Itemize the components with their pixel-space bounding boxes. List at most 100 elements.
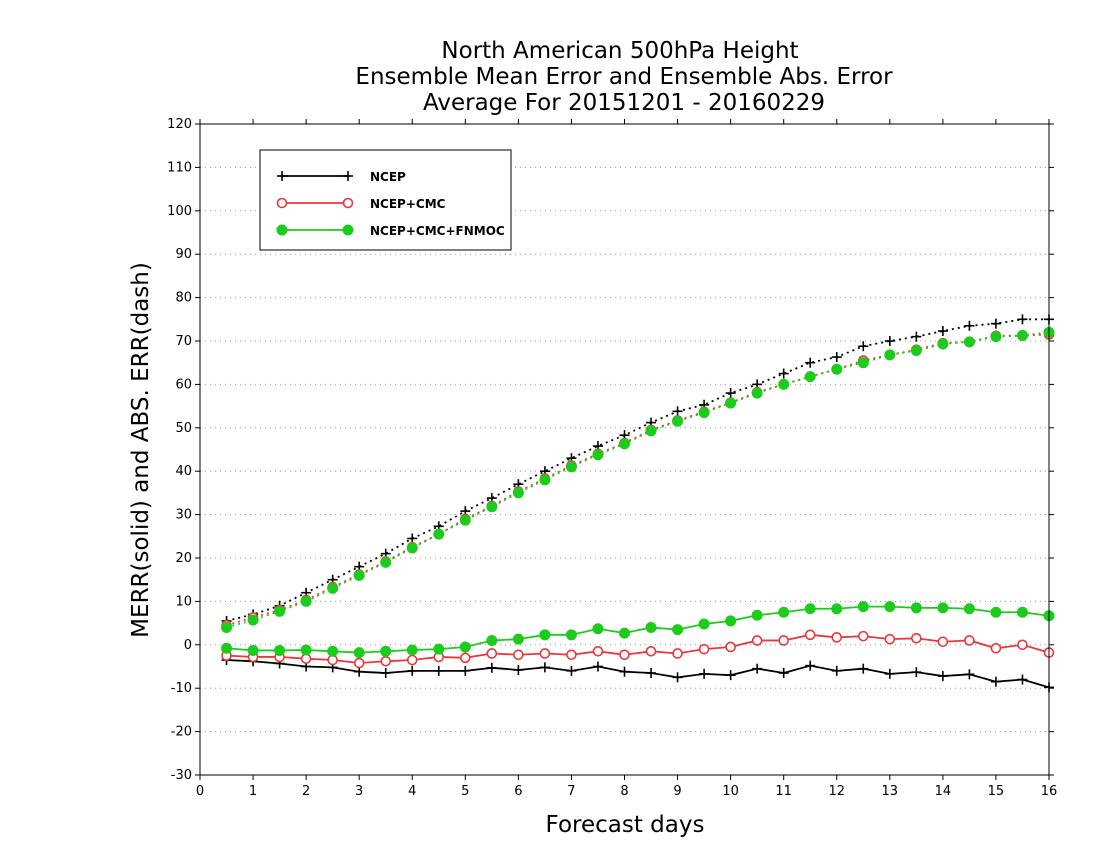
point-merr-ncep	[911, 667, 922, 678]
x-tick-label: 9	[673, 784, 681, 799]
y-tick-label: 70	[175, 334, 192, 349]
point-abs-err-ncep-cmc-fnmoc	[672, 415, 684, 427]
point-abs-err-ncep-cmc-fnmoc	[486, 501, 498, 513]
point-merr-ncep-cmc	[566, 649, 577, 661]
x-tick-label: 15	[988, 784, 1005, 799]
point-merr-ncep	[831, 665, 842, 676]
chart-title-line-1: North American 500hPa Height	[441, 38, 798, 64]
y-tick-label: 0	[184, 638, 192, 653]
point-merr-ncep-cmc-fnmoc	[512, 633, 524, 645]
point-merr-ncep	[433, 665, 444, 676]
point-merr-ncep-cmc-fnmoc	[751, 609, 763, 621]
point-merr-ncep-cmc-fnmoc	[937, 602, 949, 614]
point-merr-ncep	[592, 661, 603, 672]
point-merr-ncep-cmc-fnmoc	[406, 644, 418, 656]
point-merr-ncep-cmc-fnmoc	[353, 647, 365, 659]
series-line-abs-err-ncep-cmc	[226, 333, 1050, 627]
x-tick-label: 13	[882, 784, 899, 799]
point-merr-ncep-cmc-fnmoc	[247, 644, 259, 656]
point-merr-ncep-cmc	[327, 654, 338, 666]
point-merr-ncep-cmc-fnmoc	[565, 629, 577, 641]
point-merr-ncep-cmc	[300, 653, 312, 664]
point-merr-ncep-cmc	[964, 635, 975, 646]
point-merr-ncep-cmc-fnmoc	[857, 601, 869, 613]
point-abs-err-ncep-cmc-fnmoc	[406, 542, 418, 554]
point-abs-err-ncep	[725, 388, 736, 399]
y-tick-label: 50	[175, 421, 192, 436]
series-line-merr-ncep	[226, 659, 1050, 689]
point-abs-err-ncep	[937, 326, 948, 337]
x-tick-label: 16	[1041, 784, 1058, 799]
point-merr-ncep-cmc	[353, 657, 365, 669]
legend-label-ncep: NCEP	[370, 170, 406, 184]
y-tick-label: -10	[171, 681, 192, 696]
point-merr-ncep	[725, 670, 736, 681]
point-merr-ncep-cmc	[751, 635, 763, 646]
y-tick-label: 60	[175, 377, 192, 392]
point-merr-ncep-cmc	[911, 632, 922, 644]
y-tick-label: 110	[167, 160, 192, 175]
y-axis-label: MERR(solid) and ABS. ERR(dash)	[128, 262, 154, 638]
chart-title-line-2: Ensemble Mean Error and Ensemble Abs. Er…	[355, 64, 893, 90]
point-merr-ncep-cmc-fnmoc	[221, 642, 233, 654]
y-tick-label: 30	[175, 508, 192, 523]
point-abs-err-ncep	[911, 331, 922, 342]
x-tick-label: 5	[461, 784, 469, 799]
point-abs-err-ncep-cmc-fnmoc	[884, 349, 896, 361]
legend-marker-start-ncep	[277, 171, 287, 181]
point-abs-err-ncep-cmc-fnmoc	[433, 528, 445, 540]
point-merr-ncep-cmc-fnmoc	[1016, 606, 1028, 618]
x-tick-label: 3	[355, 784, 363, 799]
point-merr-ncep-cmc-fnmoc	[645, 621, 657, 633]
point-abs-err-ncep-cmc-fnmoc	[645, 425, 657, 437]
point-abs-err-ncep	[672, 406, 683, 417]
x-tick-label: 14	[935, 784, 952, 799]
point-abs-err-ncep-cmc-fnmoc	[592, 449, 604, 461]
point-merr-ncep	[672, 672, 683, 683]
point-merr-ncep-cmc-fnmoc	[380, 645, 392, 657]
point-abs-err-ncep	[964, 320, 975, 331]
point-abs-err-ncep-cmc-fnmoc	[512, 487, 524, 499]
point-merr-ncep-cmc-fnmoc	[725, 615, 737, 627]
y-tick-label: 90	[175, 247, 192, 262]
point-abs-err-ncep-cmc-fnmoc	[990, 331, 1002, 343]
point-abs-err-ncep-cmc-fnmoc	[565, 461, 577, 473]
point-merr-ncep	[460, 665, 471, 676]
point-merr-ncep	[778, 668, 789, 679]
point-merr-ncep-cmc	[990, 642, 1002, 654]
point-abs-err-ncep-cmc-fnmoc	[274, 605, 286, 617]
point-merr-ncep-cmc-fnmoc	[486, 634, 498, 646]
point-merr-ncep-cmc	[406, 654, 418, 666]
chart-title-line-3: Average For 20151201 - 20160229	[423, 90, 825, 116]
point-merr-ncep-cmc	[619, 649, 630, 661]
point-merr-ncep	[990, 676, 1001, 687]
x-tick-label: 11	[775, 784, 792, 799]
series-line-abs-err-ncep	[226, 318, 1049, 622]
legend-marker-start-ncep-cmc-fnmoc	[276, 224, 288, 236]
x-tick-label: 6	[514, 784, 522, 799]
point-merr-ncep-cmc	[380, 655, 392, 667]
point-abs-err-ncep-cmc-fnmoc	[247, 614, 259, 626]
point-merr-ncep	[407, 665, 418, 676]
point-abs-err-ncep	[778, 368, 789, 379]
point-merr-ncep-cmc-fnmoc	[592, 623, 604, 635]
point-merr-ncep-cmc-fnmoc	[884, 601, 896, 613]
y-tick-label: 40	[175, 464, 192, 479]
point-merr-ncep-cmc-fnmoc	[778, 606, 790, 618]
point-merr-ncep	[646, 668, 657, 679]
x-tick-label: 10	[722, 784, 739, 799]
point-merr-ncep	[805, 660, 816, 671]
point-merr-ncep-cmc-fnmoc	[459, 641, 471, 653]
point-merr-ncep-cmc	[592, 646, 604, 657]
point-merr-ncep-cmc-fnmoc	[831, 603, 843, 615]
y-tick-label: 20	[175, 551, 192, 566]
chart-title: North American 500hPa Height Ensemble Me…	[355, 38, 893, 116]
x-tick-label: 0	[196, 784, 204, 799]
point-merr-ncep-cmc-fnmoc	[672, 624, 684, 636]
point-abs-err-ncep-cmc-fnmoc	[539, 474, 551, 486]
x-tick-label: 7	[567, 784, 575, 799]
point-merr-ncep-cmc-fnmoc	[300, 644, 312, 656]
point-merr-ncep-cmc	[513, 649, 524, 661]
point-abs-err-ncep	[407, 533, 418, 544]
